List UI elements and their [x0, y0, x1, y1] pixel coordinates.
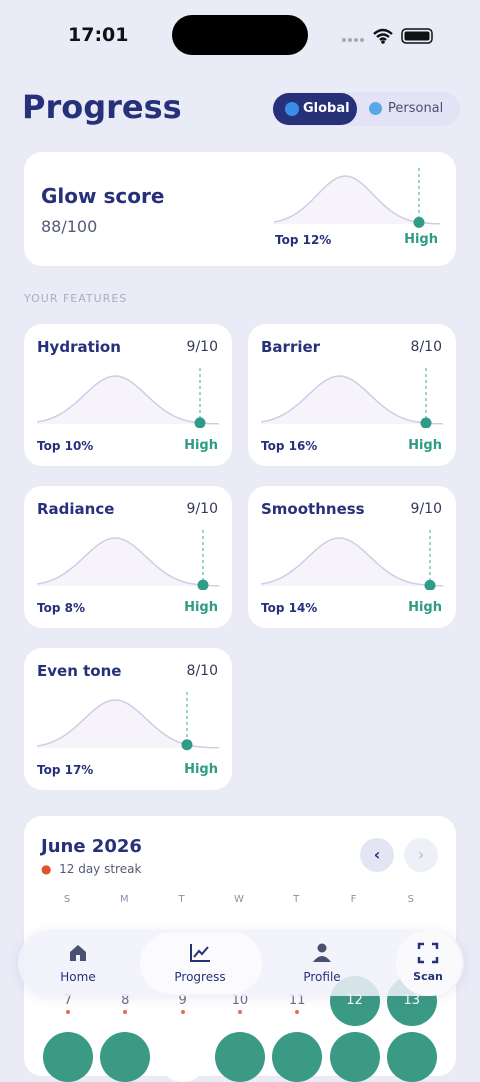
- tab-icon: [190, 944, 210, 962]
- date-next-row: [100, 1032, 151, 1082]
- feature-score: 9/10: [186, 339, 218, 355]
- page-title: Progress: [22, 88, 182, 126]
- streak-dot: [295, 1010, 300, 1014]
- tab-item[interactable]: Scan: [393, 942, 463, 983]
- flame-icon: ●: [41, 862, 52, 876]
- tab-icon: [313, 943, 331, 962]
- tab-label: Profile: [303, 970, 341, 984]
- weekday: S: [63, 894, 71, 905]
- bell-curve: [260, 530, 444, 594]
- dynamic-island: [172, 15, 308, 55]
- bell-curve-svg: [273, 168, 441, 228]
- feature-score: 8/10: [186, 663, 218, 679]
- tab-label: Home: [60, 970, 96, 984]
- feature-level: High: [184, 600, 218, 615]
- date-next-row: [272, 1032, 323, 1082]
- tab-label: Progress: [174, 970, 226, 984]
- tab-icon: [417, 942, 439, 964]
- tab-label: Scan: [413, 970, 443, 983]
- streak: ● 12 day streak: [41, 862, 141, 876]
- feature-rank: Top 14%: [261, 601, 318, 615]
- feature-name: Smoothness: [261, 500, 365, 518]
- date[interactable]: 8: [121, 993, 130, 1008]
- feature-rank: Top 8%: [37, 601, 85, 615]
- weekday: M: [119, 894, 129, 905]
- weekday: T: [178, 894, 185, 905]
- feature-rank: Top 10%: [37, 439, 94, 453]
- date[interactable]: 11: [288, 993, 306, 1008]
- feature-card[interactable]: Barrier 8/10 Top 16% High: [248, 324, 456, 466]
- date-next-row: [214, 1032, 265, 1082]
- date-next-row: [157, 1032, 208, 1082]
- bell-curve: [260, 368, 444, 432]
- feature-name: Hydration: [37, 338, 121, 356]
- date[interactable]: 10: [231, 993, 249, 1008]
- bell-curve: [36, 530, 220, 594]
- status-icons: [342, 28, 433, 44]
- glow-rank: Top 12%: [275, 233, 332, 247]
- feature-score: 8/10: [410, 339, 442, 355]
- toggle-personal[interactable]: Personal: [388, 101, 444, 116]
- bell-curve: [36, 368, 220, 432]
- bell-curve-svg: [36, 368, 220, 429]
- date[interactable]: 9: [178, 993, 187, 1008]
- date-next-row: [386, 1032, 437, 1082]
- globe-icon: [285, 102, 299, 116]
- calendar-month: June 2026: [41, 836, 142, 857]
- weekday: S: [407, 894, 414, 905]
- tab-icon: [70, 945, 86, 961]
- feature-level: High: [408, 438, 442, 453]
- streak-dot: [123, 1010, 128, 1014]
- feature-score: 9/10: [186, 501, 218, 517]
- streak-dot: [66, 1010, 70, 1014]
- streak-dot: [237, 1010, 242, 1014]
- bell-curve-svg: [36, 692, 220, 751]
- status-time: 17:01: [68, 24, 129, 46]
- date[interactable]: 7: [63, 993, 73, 1008]
- person-icon: [369, 102, 382, 115]
- tab-active-bg: [140, 932, 262, 994]
- feature-card[interactable]: Even tone 8/10 Top 17% High: [24, 648, 232, 790]
- feature-name: Radiance: [37, 500, 115, 518]
- bell-curve-svg: [260, 530, 444, 591]
- tab-item[interactable]: Profile: [287, 942, 357, 984]
- bell-curve: [273, 168, 441, 232]
- feature-rank: Top 17%: [37, 763, 94, 777]
- screen: 17:01 Progress Global Personal Glow scor…: [22, 15, 463, 1082]
- feature-card[interactable]: Hydration 9/10 Top 10% High: [24, 324, 232, 466]
- tab-item[interactable]: Progress: [165, 942, 235, 984]
- feature-name: Barrier: [261, 338, 321, 356]
- feature-name: Even tone: [37, 662, 122, 680]
- date-next-row: [329, 1032, 380, 1082]
- feature-level: High: [184, 762, 218, 777]
- prev-month[interactable]: ‹: [360, 838, 394, 872]
- streak-text: 12 day streak: [59, 862, 142, 876]
- next-month[interactable]: ›: [404, 838, 438, 872]
- bell-curve-svg: [36, 530, 220, 591]
- glow-card[interactable]: Glow score 88/100 Top 12% High: [24, 152, 456, 266]
- feature-card[interactable]: Radiance 9/10 Top 8% High: [24, 486, 232, 628]
- date-next-row: [43, 1032, 93, 1082]
- feature-rank: Top 16%: [261, 439, 318, 453]
- glow-title: Glow score: [41, 184, 165, 208]
- tab-item[interactable]: Home: [43, 942, 113, 984]
- weekday: F: [350, 894, 357, 905]
- weekday: W: [233, 894, 244, 905]
- streak-dot: [180, 1010, 185, 1014]
- bell-curve-svg: [260, 368, 444, 429]
- scan-bg: [396, 930, 462, 996]
- feature-score: 9/10: [410, 501, 442, 517]
- glow-score: 88/100: [41, 217, 98, 236]
- feature-level: High: [184, 438, 218, 453]
- feature-level: High: [408, 600, 442, 615]
- feature-card[interactable]: Smoothness 9/10 Top 14% High: [248, 486, 456, 628]
- section-label: YOUR FEATURES: [24, 292, 128, 305]
- weekday: T: [293, 894, 300, 905]
- bell-curve: [36, 692, 220, 756]
- glow-level: High: [404, 232, 438, 247]
